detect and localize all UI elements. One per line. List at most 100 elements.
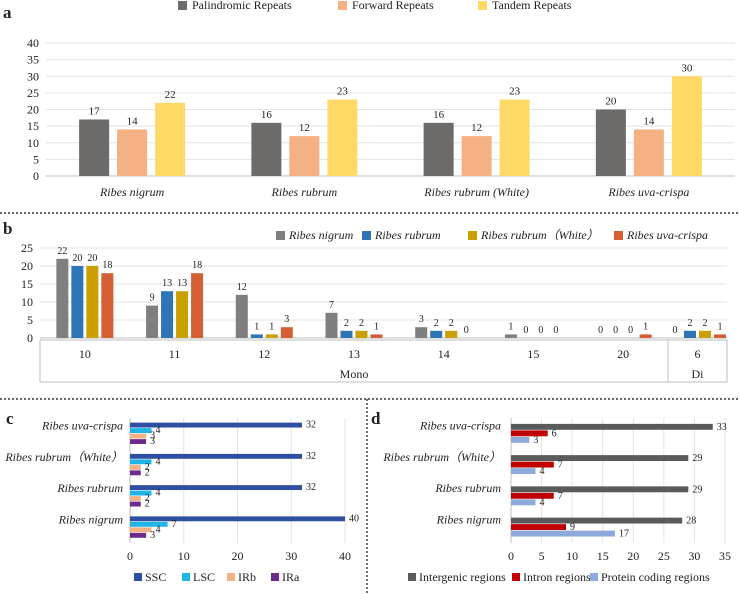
b-group-label: Di [692,367,705,381]
a-legend-swatch [338,1,347,10]
b-data-label: 0 [464,325,469,336]
b-bar [176,291,189,338]
c-bar [130,527,152,533]
c-data-label: 3 [150,431,155,442]
b-bar [699,330,711,338]
c-data-label: 32 [306,420,316,431]
d-data-label: 33 [717,422,727,433]
b-category-label: 11 [169,347,181,361]
c-bar [130,422,302,428]
a-ytick-label: 40 [27,36,39,50]
b-legend-label: Ribes rubrum [374,228,441,242]
b-data-label: 18 [192,260,202,271]
c-xtick-label: 10 [178,549,190,563]
c-bar [130,501,141,507]
b-data-label: 13 [177,278,187,289]
c-data-label: 7 [172,519,177,530]
d-data-label: 3 [533,435,538,446]
a-legend-label: Forward Repeats [352,0,434,12]
a-bar [155,102,186,176]
d-legend-label: Protein coding regions [601,570,710,584]
a-data-label: 17 [89,105,101,117]
d-data-label: 4 [539,466,544,477]
b-bar [280,327,293,338]
b-bar [250,334,263,338]
c-category-label: Ribes uva-crispa [41,419,123,433]
d-bar [511,436,530,443]
d-xtick-label: 15 [597,549,609,563]
c-data-label: 4 [156,488,161,499]
d-legend-label: Intergenic regions [419,570,506,584]
b-bar [235,294,248,338]
a-ytick-label: 20 [27,103,39,117]
a-ytick-label: 10 [27,136,39,150]
a-data-label: 16 [433,109,445,121]
b-category-label: 15 [527,347,539,361]
a-legend-swatch [178,1,187,10]
b-data-label: 0 [553,325,558,336]
d-legend-swatch [512,573,520,581]
d-data-label: 28 [686,516,696,527]
c-data-label: 32 [306,451,316,462]
b-legend-label: Ribes nigrum [288,228,354,242]
c-bar [130,521,168,527]
b-bar [430,330,443,338]
b-data-label: 3 [284,314,289,325]
panel-b-axis-box [39,339,728,383]
d-category-label: Ribes nigrum [436,512,502,526]
d-data-label: 29 [692,453,702,464]
a-bar [79,119,110,176]
d-xtick-label: 10 [566,549,578,563]
b-bar [325,312,338,338]
c-bar [130,459,152,465]
c-legend-swatch [134,573,142,581]
c-bar [130,496,141,502]
d-legend-swatch [590,573,598,581]
d-xtick-label: 35 [719,549,731,563]
a-bar [595,109,626,176]
c-legend-swatch [227,573,235,581]
b-data-label: 1 [508,321,513,332]
c-bar [130,485,302,491]
b-data-label: 22 [57,246,67,257]
c-legend-label: IRa [282,570,300,584]
b-data-label: 0 [628,325,633,336]
panel-label-d: d [371,409,381,428]
b-ytick-label: 10 [21,295,33,309]
c-bar [130,439,147,445]
b-data-label: 13 [162,278,172,289]
c-xtick-label: 30 [285,549,297,563]
b-data-label: 0 [523,325,528,336]
b-ytick-label: 25 [21,241,33,255]
b-category-label: 14 [438,347,450,361]
c-legend-swatch [182,573,190,581]
b-bar [445,330,458,338]
b-category-label: 13 [348,347,360,361]
a-data-label: 14 [643,115,655,127]
d-category-label: Ribes rubrum [434,481,501,495]
panel-label-b: b [3,219,12,238]
c-bar [130,470,141,476]
d-data-label: 29 [692,484,702,495]
a-bar [423,122,454,176]
d-bar [511,461,554,468]
b-category-label: 10 [79,347,91,361]
c-data-label: 3 [150,436,155,447]
b-data-label: 1 [254,321,259,332]
b-bar [370,334,383,338]
c-data-label: 2 [145,499,150,510]
a-data-label: 12 [471,122,482,134]
a-data-label: 30 [681,62,693,74]
c-bar [130,428,152,434]
a-category-label: Ribes nigrum [99,185,165,199]
b-data-label: 3 [419,314,424,325]
b-data-label: 2 [344,318,349,329]
c-bar [130,453,302,459]
a-category-label: Ribes rubrum (White) [423,185,529,199]
c-data-label: 4 [156,456,161,467]
c-xtick-label: 40 [339,549,351,563]
b-data-label: 1 [269,321,274,332]
panel-label-c: c [6,409,14,428]
b-bar [684,330,696,338]
d-data-label: 9 [570,522,575,533]
